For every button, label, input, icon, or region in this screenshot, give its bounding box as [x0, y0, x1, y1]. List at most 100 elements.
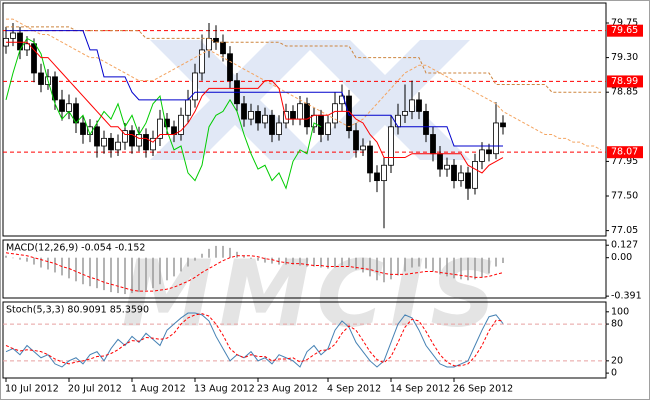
candle-body: [94, 126, 100, 147]
panel-frame: [2, 239, 607, 299]
panel-title: Stoch(5,3,3) 80.9091 85.3590: [6, 305, 149, 316]
candle-body: [465, 172, 471, 189]
macd-bar: [145, 257, 147, 291]
macd-bar: [299, 257, 301, 266]
candle-body: [486, 149, 492, 155]
candle-body: [360, 145, 366, 151]
level-label-box: [607, 75, 643, 88]
y-tick-label: 0: [611, 368, 617, 379]
candle-body: [402, 111, 408, 116]
candle-body: [241, 103, 247, 120]
macd-bar: [208, 248, 210, 258]
macd-bar: [257, 257, 259, 261]
candle-body: [192, 72, 198, 101]
macd-bar: [264, 257, 266, 263]
candle-body: [227, 53, 233, 82]
candle-body: [409, 99, 415, 112]
macd-bar: [173, 257, 175, 277]
macd-bar: [117, 257, 119, 294]
y-tick-label: 0.00: [611, 252, 632, 263]
candle-body: [31, 43, 37, 74]
candle-body: [178, 114, 184, 135]
macd-bar: [138, 257, 140, 293]
macd-bar: [159, 257, 161, 285]
macd-bar: [495, 257, 497, 267]
macd-bar: [390, 257, 392, 280]
candle-body: [52, 76, 58, 101]
candle-body: [500, 122, 506, 128]
macd-bar: [89, 257, 91, 287]
candle-body: [129, 130, 135, 147]
candle-body: [66, 103, 72, 112]
x-tick-label: 13 Aug 2012: [194, 384, 255, 395]
macd-bar: [26, 257, 28, 262]
level-label: 79.65: [611, 25, 638, 36]
macd-bar: [369, 257, 371, 277]
y-tick-label: 79.30: [611, 52, 638, 63]
y-tick-label: 77.95: [611, 156, 638, 167]
series-line: [5, 313, 504, 367]
macd-bar: [131, 257, 133, 294]
logo-stroke: [300, 40, 470, 160]
macd-bar: [341, 257, 343, 266]
y-tick-label: -0.391: [611, 291, 642, 302]
macd-bar: [250, 257, 252, 259]
macd-bar: [75, 257, 77, 282]
macd-bar: [19, 257, 21, 260]
macd-bar: [355, 257, 357, 270]
macd-bar: [404, 257, 406, 272]
candle-body: [423, 111, 429, 135]
macd-bar: [306, 257, 308, 267]
macd-bar: [222, 245, 224, 258]
panel-frame: [2, 2, 607, 237]
series-line: [6, 26, 601, 93]
macd-bar: [215, 245, 217, 258]
macd-bar: [33, 257, 35, 265]
candle-body: [276, 122, 282, 135]
macd-bar: [432, 257, 434, 272]
candle-body: [80, 122, 86, 135]
series-line: [6, 18, 602, 151]
macd-bar: [376, 257, 378, 281]
y-tick-label: 77.50: [611, 191, 638, 202]
macd-bar: [383, 257, 385, 283]
macd-bar: [96, 257, 98, 289]
level-label: 78.07: [611, 147, 638, 158]
macd-bar: [439, 257, 441, 275]
candle-body: [115, 141, 121, 151]
macd-bar: [12, 257, 14, 259]
macd-bar: [418, 257, 420, 267]
candle-body: [255, 111, 261, 124]
candle-body: [388, 126, 394, 166]
series-line: [5, 252, 504, 292]
macd-bar: [180, 257, 182, 272]
candle-body: [472, 161, 478, 189]
candle-body: [150, 137, 156, 151]
y-tick-label: 0.127: [611, 240, 638, 251]
level-label-box: [607, 24, 643, 37]
macd-bar: [47, 257, 49, 270]
candle-body: [479, 149, 485, 162]
macd-bar: [467, 257, 469, 281]
macd-bar: [446, 257, 448, 277]
y-tick-label: 80: [611, 319, 623, 330]
candle-body: [297, 103, 303, 120]
candle-body: [262, 114, 268, 124]
macd-bar: [453, 257, 455, 279]
candle-body: [122, 130, 128, 143]
macd-bar: [229, 247, 231, 258]
series-line: [6, 41, 504, 174]
candle-body: [374, 172, 380, 182]
macd-bar: [54, 257, 56, 273]
candle-body: [367, 145, 373, 174]
candle-body: [290, 111, 296, 120]
x-tick-label: 1 Aug 2012: [131, 384, 186, 395]
candle-body: [157, 118, 163, 139]
candle-body: [248, 111, 254, 120]
candle-body: [185, 99, 191, 116]
macd-bar: [334, 257, 336, 268]
x-tick-label: 14 Sep 2012: [390, 384, 450, 395]
candle-body: [143, 134, 149, 151]
